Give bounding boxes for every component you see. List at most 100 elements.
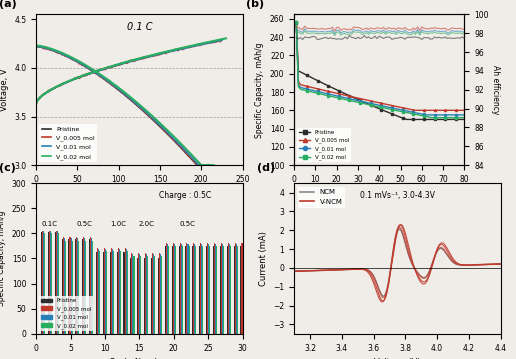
Legend: Pristine, V_0.005 mol, V_0.01 mol, V_0.02 mol: Pristine, V_0.005 mol, V_0.01 mol, V_0.0… — [39, 296, 93, 331]
Bar — [137, 258, 138, 334]
Bar — [89, 239, 90, 334]
Text: 0.1C: 0.1C — [42, 221, 58, 227]
Bar — [78, 241, 79, 334]
Bar — [145, 253, 146, 334]
Text: (d): (d) — [257, 163, 275, 173]
Bar — [82, 239, 83, 334]
Bar — [185, 246, 186, 334]
X-axis label: Cycle Number: Cycle Number — [349, 190, 409, 199]
Bar — [85, 241, 86, 334]
Bar — [207, 243, 208, 334]
Text: 0.1 mVs⁻¹, 3.0-4.3V: 0.1 mVs⁻¹, 3.0-4.3V — [360, 191, 435, 200]
Bar — [227, 246, 228, 334]
Text: (a): (a) — [0, 0, 17, 9]
Bar — [134, 256, 135, 334]
Bar — [125, 250, 126, 334]
Bar — [97, 248, 98, 334]
Bar — [187, 244, 188, 334]
NCM — [375, 283, 381, 288]
X-axis label: Cycle Number: Cycle Number — [109, 358, 169, 359]
Bar — [222, 244, 223, 334]
Bar — [214, 243, 215, 334]
Bar — [174, 244, 175, 334]
Bar — [146, 255, 147, 334]
Text: 0.1 C: 0.1 C — [126, 22, 152, 32]
Text: 0.5C: 0.5C — [180, 221, 196, 227]
Text: 1.0C: 1.0C — [110, 221, 127, 227]
Bar — [90, 237, 91, 334]
Bar — [151, 258, 152, 334]
Bar — [194, 243, 195, 334]
Bar — [42, 231, 43, 334]
Bar — [75, 239, 76, 334]
Bar — [62, 237, 63, 334]
Bar — [153, 255, 154, 334]
Bar — [159, 253, 160, 334]
Bar — [158, 258, 159, 334]
Bar — [138, 253, 139, 334]
Bar — [91, 238, 92, 334]
Bar — [160, 255, 161, 334]
Text: Charge : 0.5C: Charge : 0.5C — [158, 191, 211, 200]
Bar — [199, 246, 200, 334]
Bar — [92, 241, 93, 334]
Bar — [180, 243, 181, 334]
Bar — [192, 246, 194, 334]
Bar — [240, 246, 241, 334]
Bar — [63, 238, 64, 334]
NCM — [433, 251, 439, 255]
Bar — [124, 248, 125, 334]
Bar — [175, 246, 176, 334]
Bar — [41, 232, 42, 334]
Bar — [84, 238, 85, 334]
Bar — [208, 244, 209, 334]
Bar — [236, 244, 237, 334]
Bar — [234, 246, 235, 334]
Bar — [72, 241, 73, 334]
Bar — [206, 246, 207, 334]
Bar — [44, 233, 45, 334]
Bar — [221, 243, 222, 334]
Bar — [70, 237, 71, 334]
Bar — [119, 250, 120, 334]
Bar — [223, 246, 224, 334]
Text: (c): (c) — [0, 163, 16, 173]
Bar — [209, 246, 210, 334]
Bar — [69, 239, 70, 334]
Bar — [165, 246, 166, 334]
Bar — [228, 243, 229, 334]
Y-axis label: Specific Capacity, mAh/g: Specific Capacity, mAh/g — [255, 42, 264, 137]
Bar — [112, 250, 113, 334]
Bar — [167, 244, 168, 334]
Bar — [216, 246, 217, 334]
Legend: NCM, V-NCM: NCM, V-NCM — [298, 187, 346, 208]
NCM — [497, 262, 504, 266]
Bar — [43, 231, 44, 334]
Bar — [120, 251, 121, 334]
Bar — [140, 256, 141, 334]
X-axis label: Voltage (V): Voltage (V) — [374, 358, 421, 359]
Bar — [64, 241, 66, 334]
Bar — [61, 239, 62, 334]
Bar — [113, 251, 114, 334]
Bar — [237, 246, 238, 334]
Bar — [154, 256, 155, 334]
Bar — [243, 244, 244, 334]
NCM — [396, 227, 402, 231]
Bar — [103, 252, 104, 334]
Bar — [57, 231, 58, 334]
Bar — [241, 243, 243, 334]
Bar — [235, 243, 236, 334]
Bar — [188, 246, 189, 334]
NCM — [382, 292, 389, 297]
Bar — [105, 250, 106, 334]
Bar — [98, 250, 99, 334]
Bar — [126, 251, 127, 334]
NCM — [312, 269, 318, 273]
Text: (b): (b) — [247, 0, 265, 9]
Bar — [244, 246, 245, 334]
NCM — [453, 262, 459, 266]
Bar — [77, 238, 78, 334]
Bar — [48, 232, 49, 334]
Bar — [173, 243, 174, 334]
